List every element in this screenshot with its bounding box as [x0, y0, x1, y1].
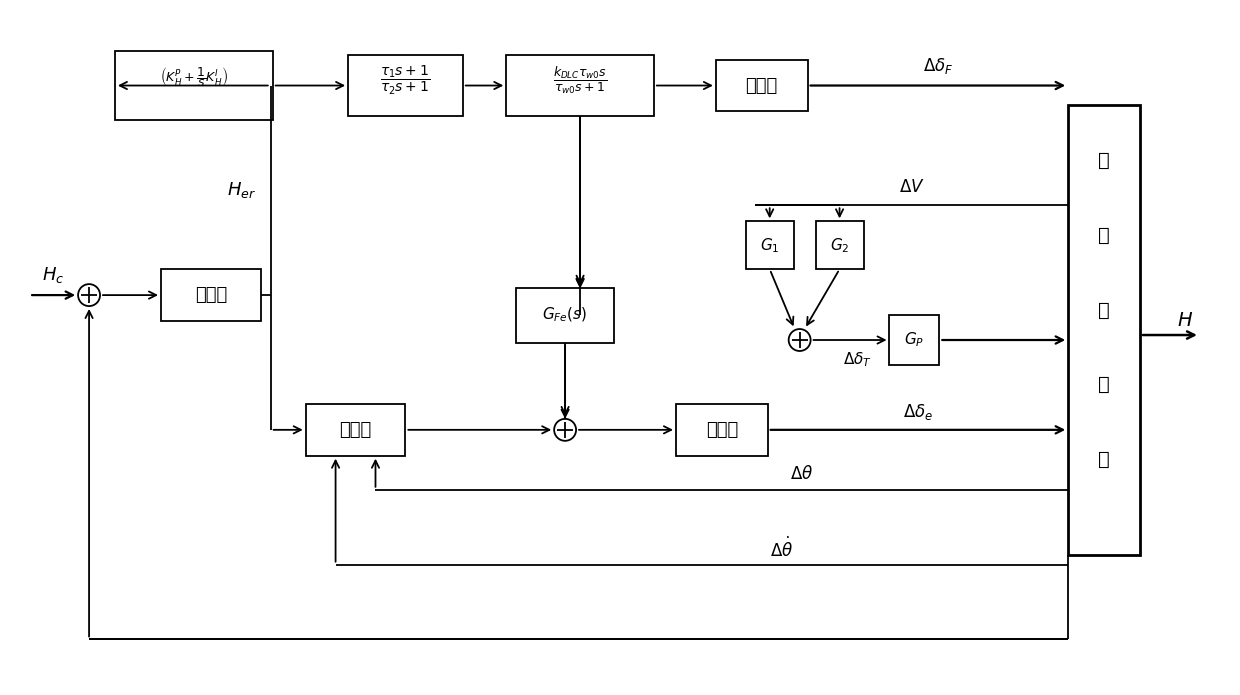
Text: $H$: $H$: [1177, 311, 1193, 329]
Text: 飞: 飞: [1099, 151, 1110, 170]
Text: 飞控律: 飞控律: [340, 421, 372, 439]
Text: 作动器: 作动器: [745, 76, 777, 95]
Text: $\dfrac{\tau_1 s+1}{\tau_2 s+1}$: $\dfrac{\tau_1 s+1}{\tau_2 s+1}$: [381, 64, 430, 97]
Bar: [516, 288, 614, 343]
Text: $G_1$: $G_1$: [760, 236, 780, 254]
Text: $\Delta\theta$: $\Delta\theta$: [790, 465, 813, 483]
Bar: [161, 269, 260, 321]
Text: 动: 动: [1099, 300, 1110, 320]
Text: 学: 学: [1099, 450, 1110, 469]
Bar: [745, 221, 794, 269]
Bar: [816, 221, 863, 269]
Text: 导引律: 导引律: [195, 286, 227, 304]
Bar: [715, 60, 807, 111]
Text: $G_2$: $G_2$: [830, 236, 849, 254]
Bar: [115, 51, 273, 120]
Text: $H_c$: $H_c$: [42, 265, 64, 285]
Bar: [889, 315, 940, 365]
Text: $\left(K_H^P+\dfrac{1}{s}K_H^I\right)$: $\left(K_H^P+\dfrac{1}{s}K_H^I\right)$: [160, 65, 228, 90]
Bar: [676, 404, 768, 456]
Text: $\Delta\delta_F$: $\Delta\delta_F$: [923, 56, 954, 76]
Text: $\Delta\delta_T$: $\Delta\delta_T$: [842, 350, 872, 369]
Bar: [305, 404, 405, 456]
Text: $\Delta V$: $\Delta V$: [899, 179, 924, 196]
Text: $H_{er}$: $H_{er}$: [227, 180, 255, 200]
Bar: [506, 55, 653, 117]
Text: $G_{Fe}(s)$: $G_{Fe}(s)$: [542, 306, 588, 325]
Text: 力: 力: [1099, 375, 1110, 395]
Text: 机: 机: [1099, 226, 1110, 245]
Text: 作动器: 作动器: [706, 421, 738, 439]
Text: $\Delta\dot{\theta}$: $\Delta\dot{\theta}$: [770, 537, 794, 561]
Bar: [348, 55, 463, 117]
Bar: [1068, 106, 1140, 555]
Text: $G_P$: $G_P$: [904, 331, 925, 350]
Text: $\dfrac{k_{DLC}\tau_{w0}s}{\tau_{w0}s+1}$: $\dfrac{k_{DLC}\tau_{w0}s}{\tau_{w0}s+1}…: [553, 65, 608, 96]
Text: $\Delta\delta_e$: $\Delta\delta_e$: [903, 402, 932, 422]
